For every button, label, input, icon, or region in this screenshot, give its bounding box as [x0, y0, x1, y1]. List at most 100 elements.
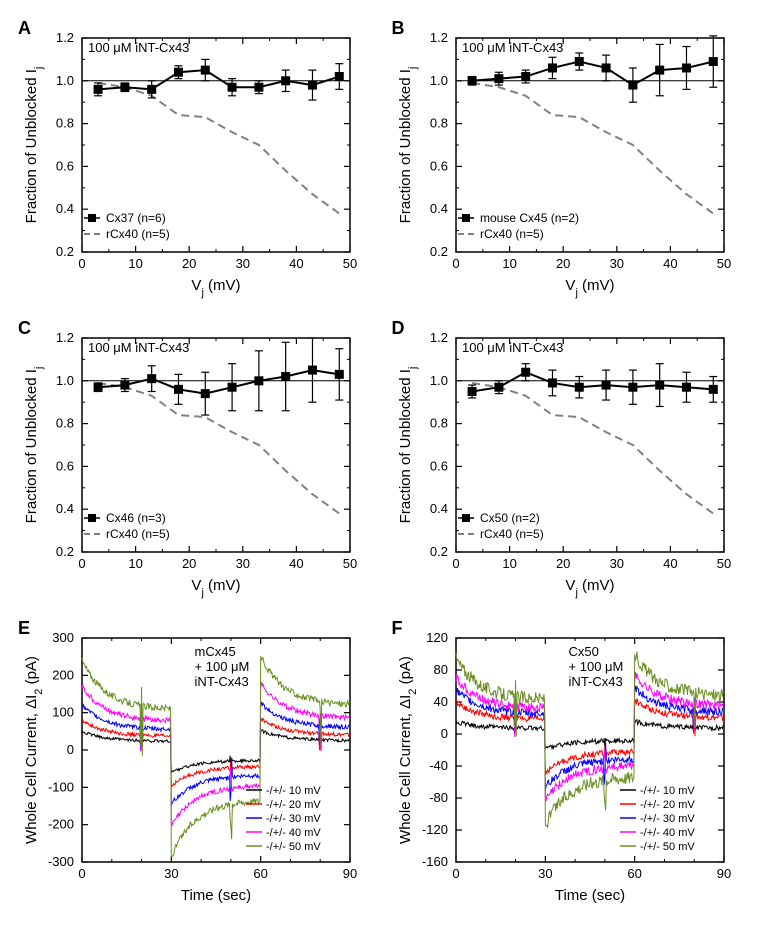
svg-text:1.2: 1.2 — [429, 330, 447, 345]
svg-text:-/+/- 20 mV: -/+/- 20 mV — [640, 799, 695, 811]
svg-text:0: 0 — [78, 866, 85, 881]
svg-text:-/+/- 40 mV: -/+/- 40 mV — [640, 827, 695, 839]
svg-text:100 μM iNT-Cx43: 100 μM iNT-Cx43 — [88, 40, 189, 55]
svg-text:Whole Cell Current, ΔI2 (pA): Whole Cell Current, ΔI2 (pA) — [23, 656, 45, 844]
svg-text:-/+/- 30 mV: -/+/- 30 mV — [266, 813, 321, 825]
svg-text:0.4: 0.4 — [56, 201, 74, 216]
svg-text:+ 100 μM: + 100 μM — [568, 659, 623, 674]
svg-text:20: 20 — [555, 556, 569, 571]
svg-text:60: 60 — [253, 866, 267, 881]
svg-text:0: 0 — [452, 556, 459, 571]
svg-text:0.6: 0.6 — [429, 158, 447, 173]
svg-text:Vj (mV): Vj (mV) — [565, 277, 614, 299]
svg-text:0.8: 0.8 — [56, 416, 74, 431]
svg-text:0.6: 0.6 — [429, 458, 447, 473]
svg-text:0: 0 — [440, 726, 447, 741]
svg-text:-/+/- 20 mV: -/+/- 20 mV — [266, 799, 321, 811]
panel-label: A — [18, 18, 31, 39]
svg-text:Time (sec): Time (sec) — [554, 887, 624, 904]
svg-text:1.2: 1.2 — [56, 30, 74, 45]
svg-text:Cx50 (n=2): Cx50 (n=2) — [480, 511, 540, 525]
svg-text:1.0: 1.0 — [429, 73, 447, 88]
panel-C: C010203040500.20.40.60.81.01.2Vj (mV)Fra… — [20, 320, 364, 600]
svg-text:Whole Cell Current, ΔI2 (pA): Whole Cell Current, ΔI2 (pA) — [397, 656, 419, 844]
svg-text:-200: -200 — [48, 817, 74, 832]
panel-A: A010203040500.20.40.60.81.01.2Vj (mV)Fra… — [20, 20, 364, 300]
svg-text:0.6: 0.6 — [56, 158, 74, 173]
svg-text:Fraction of Unblocked Ij: Fraction of Unblocked Ij — [23, 367, 45, 524]
panel-label: F — [392, 618, 403, 639]
panel-label: E — [18, 618, 30, 639]
svg-text:Cx37 (n=6): Cx37 (n=6) — [106, 211, 166, 225]
svg-text:0.6: 0.6 — [56, 458, 74, 473]
svg-text:100 μM iNT-Cx43: 100 μM iNT-Cx43 — [462, 40, 563, 55]
svg-text:100: 100 — [52, 705, 74, 720]
svg-text:-100: -100 — [48, 779, 74, 794]
svg-text:-/+/- 10 mV: -/+/- 10 mV — [640, 785, 695, 797]
svg-text:+ 100 μM: + 100 μM — [195, 659, 250, 674]
svg-text:mouse Cx45 (n=2): mouse Cx45 (n=2) — [480, 211, 579, 225]
svg-text:-120: -120 — [421, 822, 447, 837]
svg-text:50: 50 — [716, 256, 730, 271]
svg-text:-/+/- 50 mV: -/+/- 50 mV — [266, 841, 321, 853]
svg-text:-40: -40 — [429, 758, 448, 773]
svg-text:100 μM iNT-Cx43: 100 μM iNT-Cx43 — [462, 340, 563, 355]
svg-text:50: 50 — [343, 256, 357, 271]
svg-text:20: 20 — [182, 256, 196, 271]
svg-text:mCx45: mCx45 — [195, 644, 236, 659]
svg-text:0: 0 — [78, 256, 85, 271]
svg-text:90: 90 — [343, 866, 357, 881]
svg-text:rCx40 (n=5): rCx40 (n=5) — [106, 227, 170, 241]
svg-text:0.8: 0.8 — [429, 116, 447, 131]
svg-text:10: 10 — [128, 256, 142, 271]
svg-text:Time (sec): Time (sec) — [181, 887, 251, 904]
panel-label: C — [18, 318, 31, 339]
svg-text:0.4: 0.4 — [56, 501, 74, 516]
svg-text:Fraction of Unblocked Ij: Fraction of Unblocked Ij — [397, 67, 419, 224]
svg-text:Vj (mV): Vj (mV) — [191, 577, 240, 599]
svg-text:0.4: 0.4 — [429, 201, 447, 216]
svg-text:40: 40 — [289, 556, 303, 571]
svg-text:50: 50 — [343, 556, 357, 571]
svg-text:-160: -160 — [421, 854, 447, 869]
svg-text:200: 200 — [52, 667, 74, 682]
svg-text:0.2: 0.2 — [429, 244, 447, 259]
svg-text:40: 40 — [663, 556, 677, 571]
panel-label: D — [392, 318, 405, 339]
svg-text:0.8: 0.8 — [429, 416, 447, 431]
svg-text:Fraction of Unblocked Ij: Fraction of Unblocked Ij — [397, 367, 419, 524]
svg-text:iNT-Cx43: iNT-Cx43 — [195, 674, 249, 689]
svg-text:Vj (mV): Vj (mV) — [191, 277, 240, 299]
svg-text:10: 10 — [128, 556, 142, 571]
svg-text:20: 20 — [182, 556, 196, 571]
panel-D: D010203040500.20.40.60.81.01.2Vj (mV)Fra… — [394, 320, 738, 600]
svg-text:80: 80 — [433, 662, 447, 677]
svg-text:30: 30 — [609, 556, 623, 571]
svg-text:20: 20 — [555, 256, 569, 271]
svg-text:1.0: 1.0 — [56, 73, 74, 88]
svg-text:0: 0 — [452, 866, 459, 881]
svg-text:100 μM iNT-Cx43: 100 μM iNT-Cx43 — [88, 340, 189, 355]
svg-text:-/+/- 50 mV: -/+/- 50 mV — [640, 841, 695, 853]
svg-text:rCx40 (n=5): rCx40 (n=5) — [106, 527, 170, 541]
svg-text:60: 60 — [627, 866, 641, 881]
svg-text:10: 10 — [502, 556, 516, 571]
svg-text:Fraction of Unblocked Ij: Fraction of Unblocked Ij — [23, 67, 45, 224]
svg-text:0.4: 0.4 — [429, 501, 447, 516]
svg-text:iNT-Cx43: iNT-Cx43 — [568, 674, 622, 689]
svg-text:120: 120 — [426, 630, 448, 645]
panel-E: E0306090-300-200-1000100200300Time (sec)… — [20, 620, 364, 910]
svg-text:rCx40 (n=5): rCx40 (n=5) — [480, 227, 544, 241]
svg-text:10: 10 — [502, 256, 516, 271]
svg-text:300: 300 — [52, 630, 74, 645]
svg-text:40: 40 — [289, 256, 303, 271]
svg-text:-300: -300 — [48, 854, 74, 869]
svg-text:rCx40 (n=5): rCx40 (n=5) — [480, 527, 544, 541]
panel-B: B010203040500.20.40.60.81.01.2Vj (mV)Fra… — [394, 20, 738, 300]
panel-F: F0306090-160-120-80-4004080120Time (sec)… — [394, 620, 738, 910]
svg-text:0.2: 0.2 — [56, 244, 74, 259]
svg-text:-/+/- 10 mV: -/+/- 10 mV — [266, 785, 321, 797]
svg-text:1.2: 1.2 — [56, 330, 74, 345]
svg-text:0: 0 — [452, 256, 459, 271]
svg-text:1.0: 1.0 — [56, 373, 74, 388]
